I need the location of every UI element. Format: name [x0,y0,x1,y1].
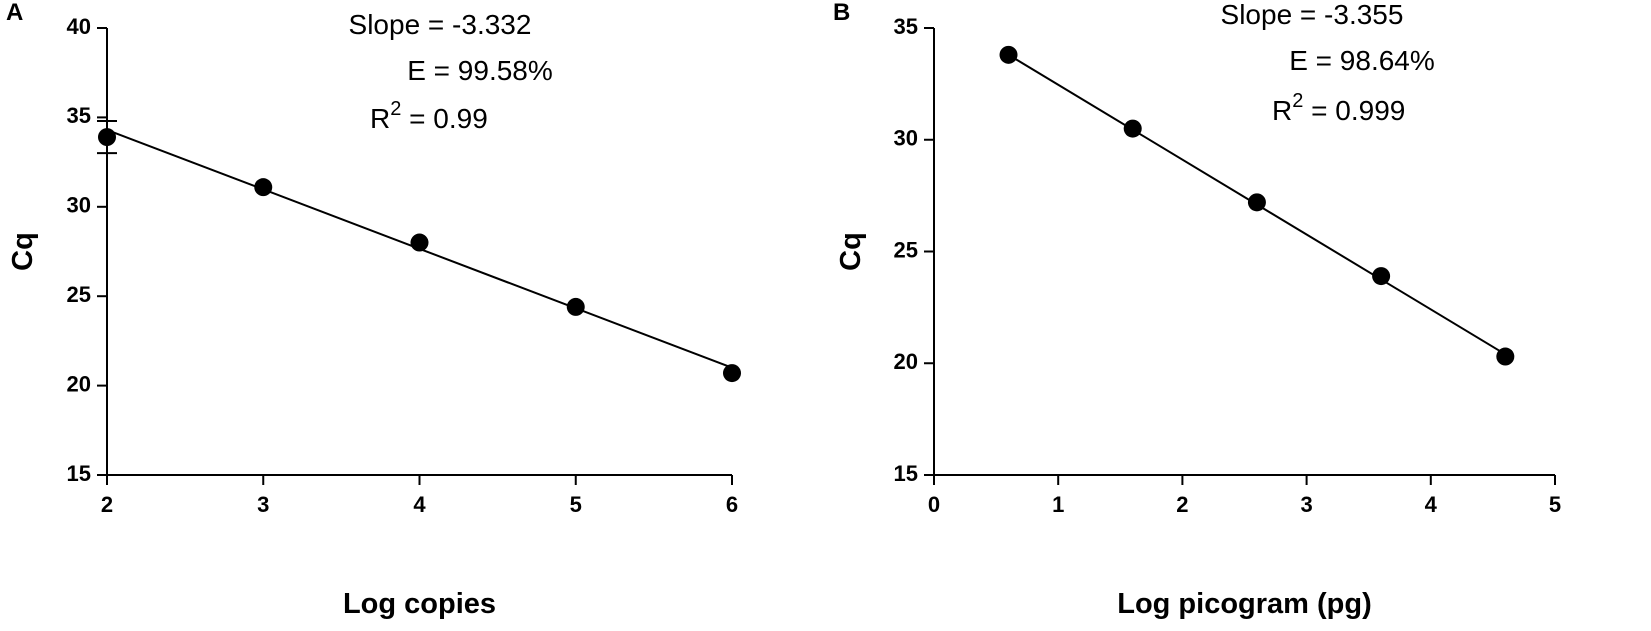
slope-annotation: Slope = -3.355 [1221,0,1404,30]
r-squared-annotation: R2 = 0.999 [1272,90,1405,126]
x-tick-label: 3 [257,492,269,517]
r-squared-superscript: 2 [390,98,401,120]
x-tick-label: 5 [570,492,582,517]
r-squared-value: = 0.99 [401,103,487,134]
data-point [410,233,429,252]
data-point [566,297,585,316]
y-tick-label: 35 [894,14,918,39]
panel: 15 20 25 30 35 0 1 2 3 4 5 Log picogram (pg) Cq B Slop… [833,0,1561,620]
y-tick-label: 25 [67,282,91,307]
x-tick-label: 2 [101,492,113,517]
y-tick-label: 30 [894,126,918,151]
data-point [1123,119,1142,138]
y-tick-label: 25 [894,237,918,262]
y-axis-title: Cq [835,232,867,271]
y-tick-label: 15 [67,461,91,486]
efficiency-annotation: E = 99.58% [407,55,553,86]
x-axis-title: Log picogram (pg) [1117,588,1372,620]
y-tick-label: 20 [67,371,91,396]
data-point [98,128,116,147]
x-axis-title: Log copies [343,588,496,620]
y-axis-title: Cq [7,232,39,271]
x-tick-label: 2 [1176,492,1188,517]
r-squared-annotation: R2 = 0.99 [370,98,488,134]
x-tick-label: 0 [928,492,940,517]
efficiency-annotation: E = 98.64% [1289,45,1435,76]
data-point [723,364,741,383]
data-point [1496,347,1515,366]
x-tick-label: 4 [413,492,426,517]
x-tick-label: 1 [1052,492,1064,517]
r-squared-label: R [1272,95,1292,126]
y-tick-label: 40 [67,14,91,39]
slope-annotation: Slope = -3.332 [349,9,532,40]
panel-label: A [6,0,23,26]
y-tick-label: 35 [67,103,91,128]
r-squared-label: R [370,103,390,134]
panel-label: B [833,0,850,26]
r-squared-superscript: 2 [1292,90,1303,112]
r-squared-value: = 0.999 [1303,95,1405,126]
y-tick-label: 20 [894,349,918,374]
x-tick-label: 4 [1425,492,1438,517]
x-tick-label: 3 [1300,492,1312,517]
data-point [999,45,1018,64]
x-tick-label: 5 [1549,492,1561,517]
y-tick-label: 30 [67,193,91,218]
data-point [1372,267,1391,286]
panel: 15 20 25 30 35 40 2 3 4 5 6 Log copies Cq A Slope = -3… [6,0,741,620]
y-tick-label: 15 [894,461,918,486]
x-tick-label: 6 [726,492,738,517]
data-point [254,178,273,197]
data-point [1247,193,1266,212]
